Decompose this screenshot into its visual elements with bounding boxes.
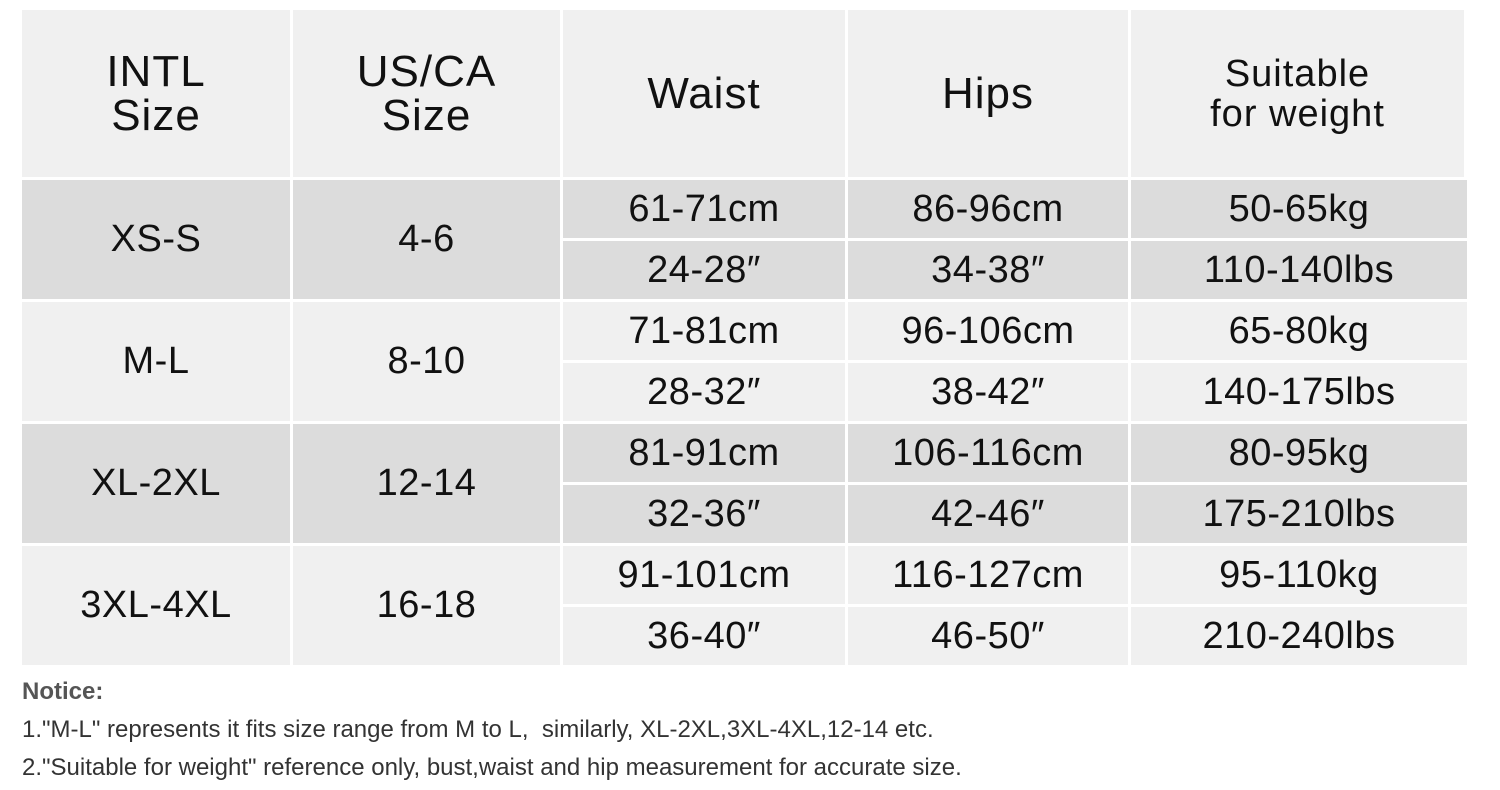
notice-line: 2."Suitable for weight" reference only, … <box>22 754 962 781</box>
measure-cell: 32-36″ <box>563 485 845 543</box>
header-cell: Waist <box>563 10 845 177</box>
header-line: Waist <box>647 68 761 118</box>
measure-cell: 71-81cm <box>563 302 845 360</box>
measure-cell: 28-32″ <box>563 363 845 421</box>
header-line: for weight <box>1210 92 1385 135</box>
measure-cell: 46-50″ <box>848 607 1128 665</box>
measure-cell: 81-91cm <box>563 424 845 482</box>
header-line: US/CA <box>356 46 497 96</box>
intl-size: M-L <box>22 302 290 421</box>
intl-size: XL-2XL <box>22 424 290 543</box>
measure-cell: 91-101cm <box>563 546 845 604</box>
measure-cell: 110-140lbs <box>1131 241 1467 299</box>
header-cell: US/CA Size <box>293 10 560 177</box>
measure-cell: 210-240lbs <box>1131 607 1467 665</box>
measure-cell: 140-175lbs <box>1131 363 1467 421</box>
measure-cell: 95-110kg <box>1131 546 1467 604</box>
measure-cell: 36-40″ <box>563 607 845 665</box>
measure-cell: 80-95kg <box>1131 424 1467 482</box>
us-size: 16-18 <box>293 546 560 665</box>
notice-line: 1."M-L" represents it fits size range fr… <box>22 716 934 743</box>
measure-cell: 86-96cm <box>848 180 1128 238</box>
measure-cell: 175-210lbs <box>1131 485 1467 543</box>
measure-cell: 96-106cm <box>848 302 1128 360</box>
header-line: Size <box>381 90 472 140</box>
intl-size: XS-S <box>22 180 290 299</box>
measure-cell: 106-116cm <box>848 424 1128 482</box>
header-cell: Hips <box>848 10 1128 177</box>
us-size: 12-14 <box>293 424 560 543</box>
measure-cell: 38-42″ <box>848 363 1128 421</box>
header-line: Hips <box>941 68 1035 118</box>
measure-cell: 24-28″ <box>563 241 845 299</box>
measure-cell: 116-127cm <box>848 546 1128 604</box>
header-cell: Suitable for weight <box>1131 10 1464 177</box>
measure-cell: 61-71cm <box>563 180 845 238</box>
header-line: Suitable <box>1224 52 1371 95</box>
notice-title: Notice: <box>22 678 104 705</box>
measure-cell: 34-38″ <box>848 241 1128 299</box>
header-cell: INTL Size <box>22 10 290 177</box>
us-size: 4-6 <box>293 180 560 299</box>
us-size: 8-10 <box>293 302 560 421</box>
measure-cell: 50-65kg <box>1131 180 1467 238</box>
measure-cell: 42-46″ <box>848 485 1128 543</box>
intl-size: 3XL-4XL <box>22 546 290 665</box>
header-line: Size <box>111 90 201 140</box>
measure-cell: 65-80kg <box>1131 302 1467 360</box>
header-line: INTL <box>106 46 206 96</box>
